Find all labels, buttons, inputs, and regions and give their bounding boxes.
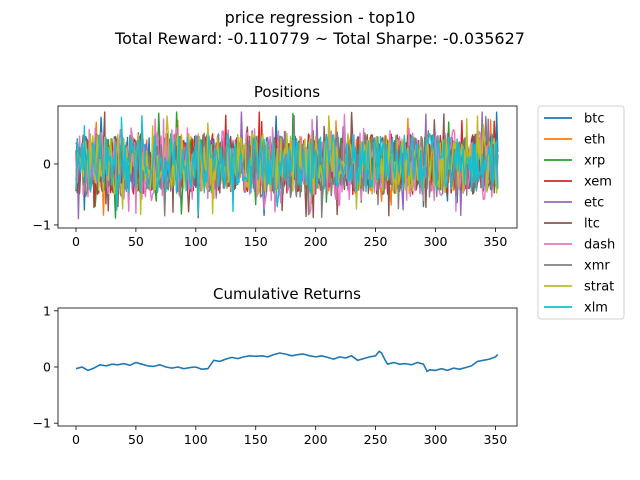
y-tick-label: −1 bbox=[33, 416, 51, 431]
legend-label-etc: etc bbox=[584, 196, 604, 211]
y-tick-label: 0 bbox=[43, 360, 51, 375]
x-tick-label: 50 bbox=[128, 432, 144, 447]
cumulative-returns-line bbox=[75, 350, 499, 373]
x-tick-label: 100 bbox=[184, 432, 208, 447]
legend-label-xem: xem bbox=[584, 175, 612, 190]
x-tick-label: 250 bbox=[364, 432, 388, 447]
x-tick-label: 350 bbox=[483, 432, 507, 447]
x-tick-label: 100 bbox=[184, 234, 208, 249]
cumulative-returns-ticks: 0 50 100 150 200 250 300 350 −1 0 1 bbox=[33, 303, 508, 447]
cumulative-returns-axes: Cumulative Returns 0 50 100 150 200 250 300 350… bbox=[33, 285, 518, 447]
positions-axes: Positions 0 50 100 150 200 250 300 350 −1 0 bbox=[33, 83, 518, 249]
cumulative-returns-frame bbox=[57, 307, 518, 427]
x-tick-label: 200 bbox=[304, 234, 328, 249]
x-tick-label: 150 bbox=[244, 234, 268, 249]
figure-title-line2: Total Reward: -0.110779 ~ Total Sharpe: … bbox=[114, 29, 525, 48]
legend-label-xlm: xlm bbox=[584, 301, 608, 316]
positions-ticks: 0 50 100 150 200 250 300 350 −1 0 bbox=[33, 156, 508, 249]
legend-items: btc eth xrp xem etc ltc dash xmr strat xlm bbox=[544, 112, 615, 316]
positions-lines bbox=[75, 111, 499, 220]
legend: btc eth xrp xem etc ltc dash xmr strat xlm bbox=[537, 105, 625, 320]
x-tick-label: 50 bbox=[128, 234, 144, 249]
positions-frame bbox=[57, 105, 518, 229]
legend-label-strat: strat bbox=[584, 280, 614, 295]
x-tick-label: 250 bbox=[364, 234, 388, 249]
y-tick-label: 1 bbox=[43, 303, 51, 318]
figure-title-line1: price regression - top10 bbox=[225, 8, 416, 27]
legend-label-ltc: ltc bbox=[584, 217, 600, 232]
x-tick-label: 150 bbox=[244, 432, 268, 447]
y-tick-label: 0 bbox=[43, 156, 51, 171]
x-tick-label: 0 bbox=[72, 432, 80, 447]
legend-label-btc: btc bbox=[584, 112, 605, 127]
cumulative-returns-lines bbox=[75, 350, 499, 373]
x-tick-label: 0 bbox=[72, 234, 80, 249]
x-tick-label: 300 bbox=[424, 234, 448, 249]
legend-label-dash: dash bbox=[584, 238, 615, 253]
x-tick-label: 300 bbox=[424, 432, 448, 447]
x-tick-label: 200 bbox=[304, 432, 328, 447]
series-line-xlm bbox=[75, 115, 499, 216]
positions-title: Positions bbox=[254, 83, 320, 101]
y-tick-label: −1 bbox=[33, 217, 51, 232]
legend-label-xrp: xrp bbox=[584, 154, 605, 169]
legend-label-xmr: xmr bbox=[584, 259, 610, 274]
legend-label-eth: eth bbox=[584, 133, 605, 148]
x-tick-label: 350 bbox=[483, 234, 507, 249]
cumulative-returns-title: Cumulative Returns bbox=[213, 285, 361, 303]
